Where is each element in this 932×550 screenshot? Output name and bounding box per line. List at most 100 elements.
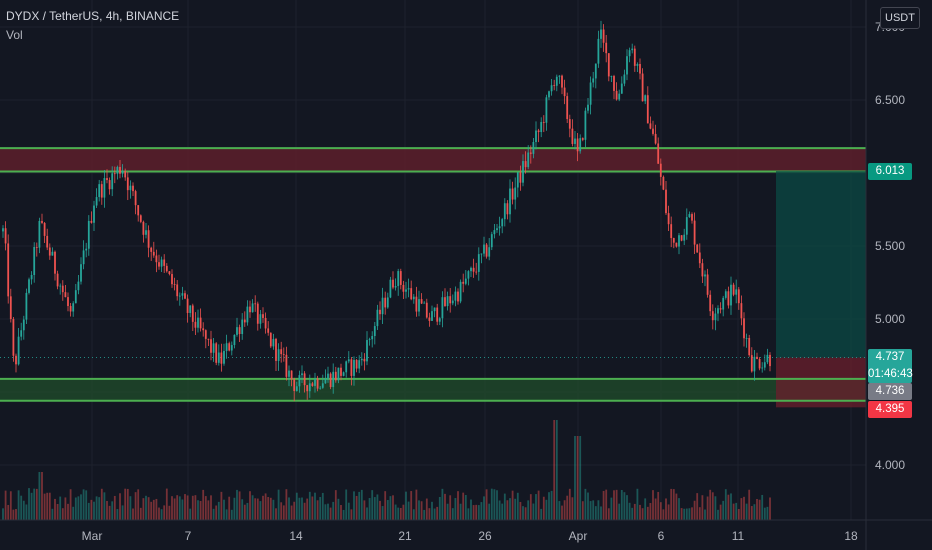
candle-body: [698, 252, 701, 264]
volume-bar: [584, 488, 587, 520]
candle-body: [165, 265, 168, 272]
volume-bar: [761, 494, 764, 520]
candle-body: [293, 379, 296, 392]
volume-bar: [618, 503, 621, 520]
candle-body: [459, 281, 462, 302]
candle-body: [566, 96, 569, 120]
candle-body: [665, 189, 667, 214]
volume-bar: [444, 493, 446, 520]
volume-bar: [324, 504, 327, 520]
candle-body: [758, 359, 761, 369]
volume-bar: [454, 498, 457, 520]
volume-bar: [28, 488, 30, 520]
price-unit-button[interactable]: USDT: [880, 7, 920, 29]
volume-bar: [732, 503, 735, 520]
volume-bar: [542, 496, 545, 520]
candle-body: [527, 152, 530, 168]
volume-bar: [420, 501, 423, 520]
volume-bar: [132, 508, 134, 520]
volume-bar: [85, 490, 88, 520]
stop-loss-tag: 4.395: [868, 401, 912, 418]
candle-body: [631, 48, 634, 51]
candle-body: [683, 234, 686, 241]
candle-body: [592, 78, 595, 83]
candle-body: [506, 203, 509, 215]
volume-bar: [137, 489, 140, 520]
candle-body: [444, 297, 446, 307]
volume-bar: [605, 489, 608, 520]
volume-bar: [124, 488, 127, 520]
volume-bar: [592, 500, 595, 520]
volume-bar: [22, 500, 25, 520]
volume-bar: [654, 498, 657, 520]
volume-bar: [652, 490, 654, 520]
volume-bar: [711, 492, 714, 520]
candle-body: [750, 355, 753, 372]
volume-bar: [332, 501, 335, 520]
candle-body: [340, 367, 342, 376]
volume-bar: [225, 509, 228, 520]
volume-bar: [80, 494, 82, 520]
volume-bar: [561, 505, 563, 520]
candle-body: [594, 63, 597, 79]
candle-body: [464, 278, 467, 284]
candle-body: [379, 309, 381, 315]
volume-bar: [204, 496, 207, 520]
candle-body: [363, 358, 366, 362]
candle-body: [550, 85, 553, 92]
candle-body: [298, 375, 301, 387]
volume-bar: [709, 489, 712, 520]
volume-bar: [412, 509, 415, 520]
volume-bar: [290, 505, 293, 520]
candle-body: [306, 385, 309, 392]
candle-body: [145, 230, 147, 235]
volume-bar: [693, 500, 696, 520]
volume-bar: [696, 493, 699, 520]
candle-body: [649, 123, 652, 129]
volume-bar: [379, 500, 381, 520]
volume-bar: [87, 502, 90, 520]
candle-body: [204, 330, 207, 339]
candle-body: [540, 122, 543, 133]
candle-body: [28, 279, 30, 293]
time-axis[interactable]: Mar 7 14 21 26 Apr 6 11 18: [0, 519, 932, 543]
candle-body: [628, 50, 631, 57]
volume-bar: [756, 499, 758, 520]
candle-body: [626, 56, 628, 75]
volume-bar: [558, 501, 561, 520]
candle-body: [334, 371, 337, 381]
candle-body: [332, 371, 335, 388]
volume-bar: [347, 502, 350, 520]
volume-bar: [706, 496, 709, 520]
volume-bar: [269, 497, 272, 520]
candle-body: [191, 305, 194, 322]
volume-bar: [106, 500, 108, 520]
volume-bar: [698, 507, 701, 520]
volume-bar: [636, 488, 639, 520]
candle-body: [30, 274, 33, 280]
volume-bar: [576, 436, 579, 520]
volume-bar: [389, 496, 392, 520]
candle-body: [277, 349, 280, 361]
candle-body: [639, 64, 641, 74]
candle-body: [80, 264, 82, 282]
candle-body: [446, 296, 449, 307]
candle-body: [199, 317, 202, 329]
volume-bar: [184, 494, 186, 520]
volume-bar: [366, 507, 368, 520]
candle-body: [220, 352, 223, 364]
volume-bar: [402, 504, 405, 520]
volume-bar: [256, 498, 259, 520]
candle-body: [618, 93, 621, 100]
candle-body: [251, 303, 254, 313]
volume-bar: [407, 501, 410, 520]
volume-bar: [727, 494, 730, 520]
candle-body: [535, 130, 537, 143]
volume-bar: [178, 496, 181, 520]
candle-body: [324, 378, 327, 384]
candle-body: [743, 318, 745, 339]
candle-body: [184, 293, 186, 299]
candle-body: [15, 355, 17, 365]
